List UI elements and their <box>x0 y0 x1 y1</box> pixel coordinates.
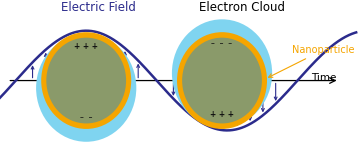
Text: Nanoparticle: Nanoparticle <box>269 45 355 77</box>
Text: Electric Field: Electric Field <box>60 1 135 15</box>
Ellipse shape <box>177 32 267 129</box>
Ellipse shape <box>41 32 131 129</box>
Text: –  –  –: – – – <box>211 39 233 48</box>
Ellipse shape <box>172 19 272 127</box>
Text: –  –: – – <box>80 113 92 122</box>
Text: + + +: + + + <box>210 110 234 119</box>
Ellipse shape <box>46 38 126 123</box>
Text: Time: Time <box>311 73 336 83</box>
Ellipse shape <box>182 38 262 123</box>
Text: + + +: + + + <box>74 42 98 51</box>
Ellipse shape <box>36 34 136 142</box>
Text: Electron Cloud: Electron Cloud <box>199 1 285 15</box>
